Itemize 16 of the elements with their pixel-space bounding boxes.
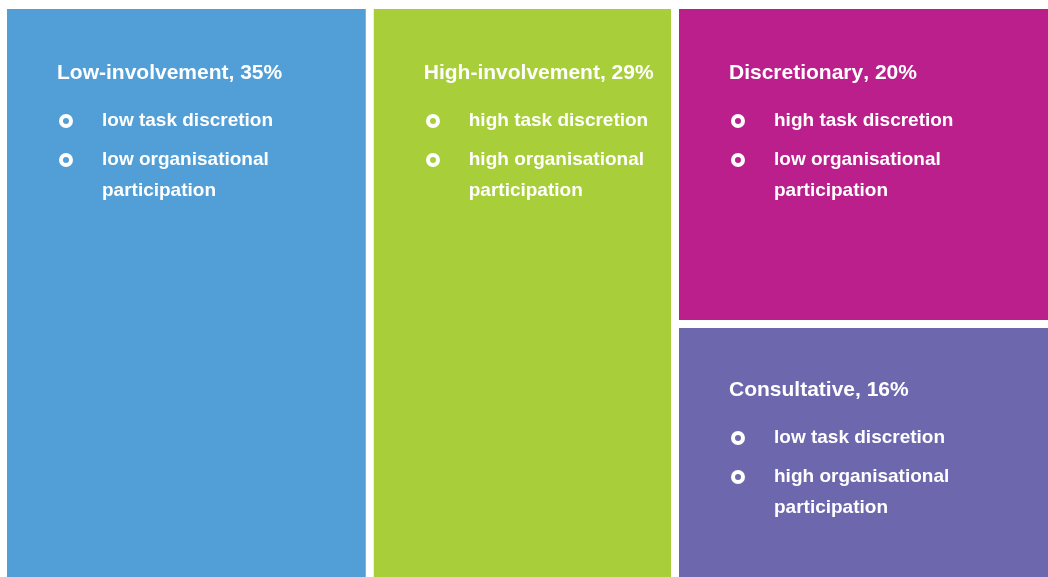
text: high organisational participation xyxy=(774,465,950,518)
category-label: High-involvement xyxy=(423,59,600,83)
data-label: , 16% xyxy=(855,376,910,400)
category-label: Low-involvement xyxy=(57,59,229,83)
text: low task discretion xyxy=(102,109,274,131)
text: high organisational participation xyxy=(468,148,644,201)
data-label: , 29% xyxy=(599,59,654,83)
data-label: , 20% xyxy=(863,59,918,83)
text: low organisational participation xyxy=(774,148,941,201)
text: low task discretion xyxy=(774,426,946,448)
text: high task discretion xyxy=(774,109,954,131)
data-label: , 35% xyxy=(228,59,283,83)
text: high task discretion xyxy=(468,109,649,131)
category-label: Discretionary xyxy=(729,59,864,83)
category-label: Consultative xyxy=(729,376,856,400)
text: low organisational participation xyxy=(102,148,269,201)
